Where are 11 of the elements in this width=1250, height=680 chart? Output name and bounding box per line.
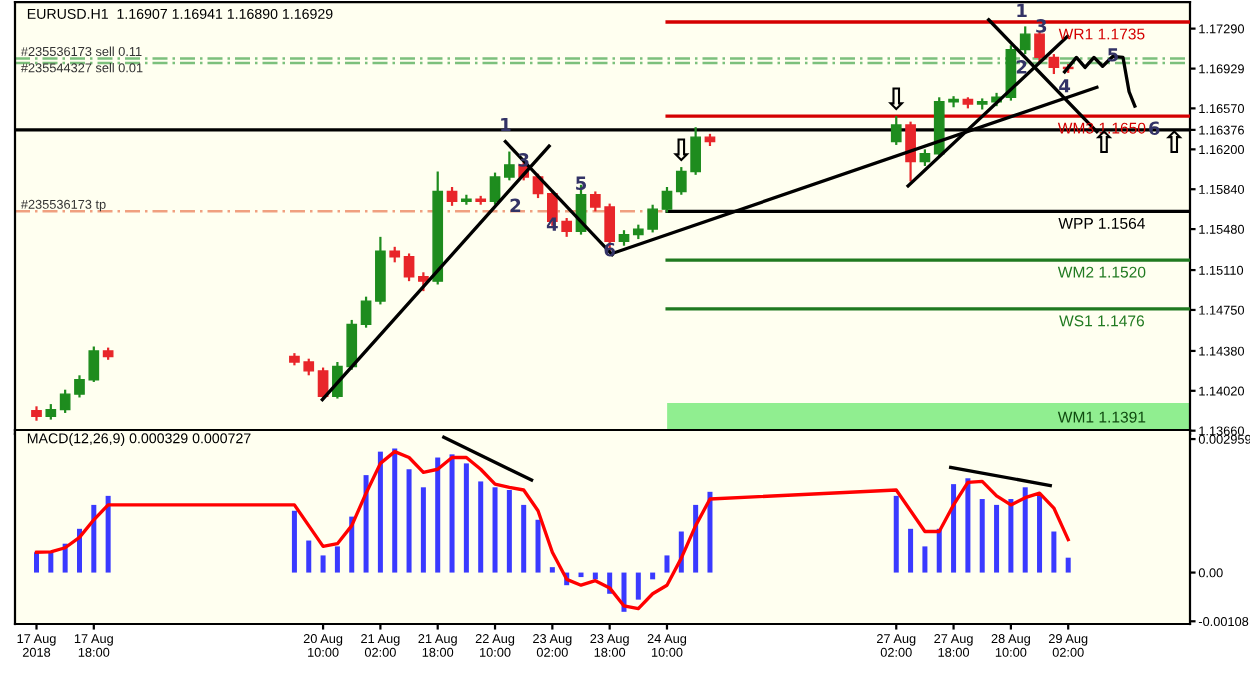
annotation: 2 (510, 198, 521, 212)
annotation: 2 (1016, 60, 1027, 74)
annotation: ⇧ (1095, 130, 1113, 154)
annotation: 1 (1017, 3, 1027, 17)
annotation: 5 (576, 176, 587, 191)
annotation: 6 (1149, 121, 1160, 136)
annotation: ⇧ (1166, 130, 1183, 154)
annotation: 6 (604, 242, 615, 257)
annotation: ⇩ (888, 87, 905, 111)
annotation: 4 (1059, 79, 1071, 93)
annotation: ⇩ (673, 138, 690, 162)
